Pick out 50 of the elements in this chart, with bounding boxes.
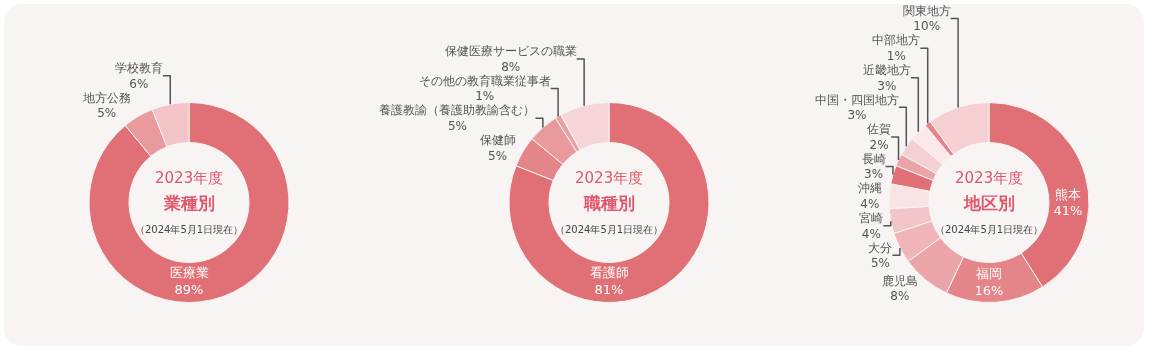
data-label: 81% [594, 282, 624, 298]
slice-label: 沖縄 [857, 181, 882, 196]
data-label: 41% [1053, 203, 1083, 219]
slice-label: 保健師 [479, 132, 516, 147]
slice-label: 佐賀 [867, 122, 892, 137]
data-label: 5% [97, 106, 117, 121]
slice-label: 中国・四国地方 [814, 92, 899, 107]
slice-label: 養護教諭（養護助教諭含む） [379, 103, 536, 118]
data-label: 5% [447, 118, 467, 133]
data-label: 1% [886, 48, 906, 63]
data-label: 3% [877, 78, 897, 93]
data-label: 3% [864, 167, 884, 182]
data-label: 89% [174, 282, 204, 298]
text: 地区別 [963, 193, 1015, 213]
data-label: 3% [847, 108, 867, 123]
slice-label: 医療業 [169, 265, 209, 281]
data-label: 16% [974, 282, 1004, 298]
slice-label: 看護師 [589, 265, 629, 281]
text: （2024年5月1日現在） [135, 224, 244, 235]
slice-label: 長崎 [861, 151, 886, 166]
text: 業種別 [163, 193, 215, 213]
donut-slice [88, 102, 290, 303]
slice-label: 熊本 [1054, 186, 1081, 202]
slice-label: 関東地方 [902, 3, 951, 18]
slice-label: その他の教育職業従事者 [418, 73, 551, 88]
slice-label: 福岡 [976, 265, 1002, 281]
data-label: 10% [913, 19, 941, 34]
text: 職種別 [583, 193, 635, 213]
data-label: 4% [861, 226, 881, 241]
text: 2023年度 [955, 169, 1024, 187]
data-label: 8% [890, 289, 910, 304]
slice-label: 鹿児島 [881, 273, 918, 288]
text: 2023年度 [575, 169, 644, 187]
slice-label: 学校教育 [114, 61, 163, 76]
text: 2023年度 [155, 169, 224, 187]
slice-label: 保健医療サービスの職業 [444, 44, 577, 59]
data-label: 4% [860, 196, 880, 211]
slice-label: 中部地方 [872, 33, 921, 48]
slice-label: 宮崎 [859, 210, 884, 225]
data-label: 6% [129, 76, 149, 91]
text: （2024年5月1日現在） [935, 224, 1044, 235]
slice-label: 大分 [868, 240, 893, 255]
text: （2024年5月1日現在） [555, 224, 664, 235]
data-label: 5% [488, 148, 508, 163]
slice-label: 地方公務 [81, 90, 131, 105]
data-label: 2% [869, 137, 889, 152]
data-label: 8% [501, 59, 521, 74]
data-label: 5% [870, 256, 891, 271]
data-label: 1% [475, 89, 495, 104]
slice-label: 近畿地方 [862, 62, 911, 77]
